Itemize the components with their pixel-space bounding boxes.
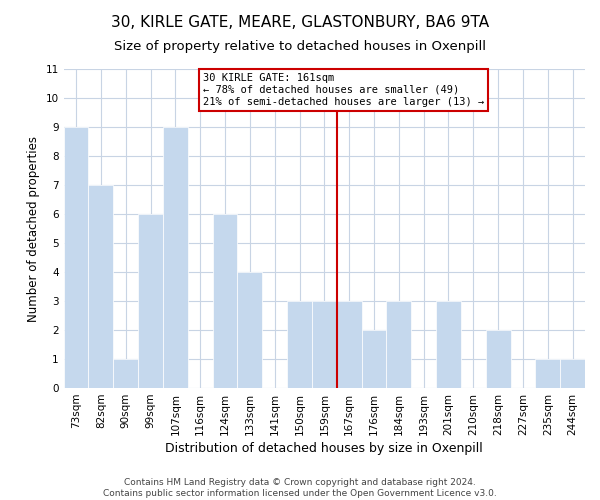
Bar (560, 359, 585, 388)
Bar (64, 127, 88, 388)
Text: 30 KIRLE GATE: 161sqm
← 78% of detached houses are smaller (49)
21% of semi-deta: 30 KIRLE GATE: 161sqm ← 78% of detached … (203, 74, 484, 106)
Bar (362, 330, 386, 388)
Bar (535, 359, 560, 388)
Y-axis label: Number of detached properties: Number of detached properties (27, 136, 40, 322)
Bar (138, 214, 163, 388)
Bar (238, 272, 262, 388)
Text: Contains HM Land Registry data © Crown copyright and database right 2024.
Contai: Contains HM Land Registry data © Crown c… (103, 478, 497, 498)
Bar (337, 301, 362, 388)
Bar (287, 301, 312, 388)
X-axis label: Distribution of detached houses by size in Oxenpill: Distribution of detached houses by size … (166, 442, 483, 455)
Bar (163, 127, 188, 388)
Bar (485, 330, 511, 388)
Bar (312, 301, 337, 388)
Bar (88, 185, 113, 388)
Bar (212, 214, 238, 388)
Bar (386, 301, 411, 388)
Text: 30, KIRLE GATE, MEARE, GLASTONBURY, BA6 9TA: 30, KIRLE GATE, MEARE, GLASTONBURY, BA6 … (111, 15, 489, 30)
Text: Size of property relative to detached houses in Oxenpill: Size of property relative to detached ho… (114, 40, 486, 53)
Bar (113, 359, 138, 388)
Bar (436, 301, 461, 388)
